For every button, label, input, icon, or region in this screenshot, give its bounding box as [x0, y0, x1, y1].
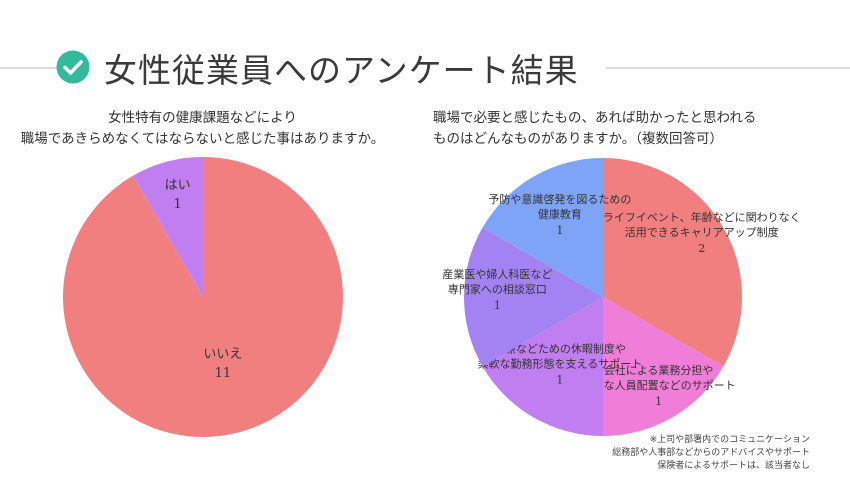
slice-label: いいえ 11	[203, 347, 242, 381]
slice-value-label: 1	[494, 299, 501, 312]
pie-slice	[603, 297, 724, 436]
slice-category-label: 産業医や婦人科医など	[442, 267, 552, 281]
slice-value-label: 2	[698, 242, 705, 255]
slice-category-label: いいえ	[203, 347, 242, 362]
slice-category-label: はい	[165, 178, 191, 193]
pie-slice	[482, 157, 603, 297]
slice-category-label: 治療などための休暇制度や	[494, 342, 626, 356]
slice-value-label: 1	[556, 224, 563, 237]
slice-category-label: 活用できるキャリアアップ制度	[625, 225, 779, 239]
slice-category-label: 会社による業務分担や	[604, 363, 714, 377]
chart-2-question-line-1: 職場で必要と感じたもの、あれば助かったと思われる	[433, 110, 757, 126]
chart-1-question-line-2: 職場であきらめなくてはならないと感じた事はありますか。	[20, 131, 385, 147]
slice-category-label: 適切な人員配置などのサポート	[582, 378, 736, 392]
check-circle-icon	[56, 50, 90, 84]
slice-category-label: 専門家への相談窓口	[448, 282, 547, 296]
slice-category-label: ライフイベント、年齢などに関わりなく	[603, 210, 801, 224]
chart-2-footnote: ※上司や部署内でのコミュニケーション 総務部や人事部などからのアドバイスやサポー…	[610, 434, 810, 473]
slice-value-label: 1	[173, 197, 181, 212]
slice-value-label: 1	[556, 374, 563, 387]
pie-slice	[133, 157, 203, 297]
header-rule-right	[606, 67, 850, 69]
chart-2-question-line-2: ものはどんなものがありますか。（複数回答可）	[433, 131, 723, 147]
chart-2-question: 職場で必要と感じたもの、あれば助かったと思われる ものはどんなものがありますか。…	[433, 108, 756, 150]
pie-slice	[482, 297, 603, 436]
slice-value-label: 1	[655, 395, 662, 408]
slice-category-label: 柔軟な勤務形態を支えるサポート	[478, 357, 643, 371]
pie-slice	[63, 157, 344, 438]
page-title: 女性従業員へのアンケート結果	[104, 51, 579, 90]
header-rule-left	[0, 67, 58, 69]
footnote-line-2: 総務部や人事部などからのアドバイスやサポート	[612, 448, 810, 458]
slice-category-label: 健康教育	[538, 207, 582, 221]
footnote-line-1: ※上司や部署内でのコミュニケーション	[649, 435, 810, 445]
slice-value-label: 11	[215, 366, 232, 381]
slice-category-label: 予防や意識啓発を図るための	[488, 192, 631, 206]
pie-slice	[463, 227, 603, 367]
slice-label: はい 1	[165, 178, 191, 212]
pie-slice	[603, 157, 743, 367]
chart-1-question-line-1: 女性特有の健康課題などにより	[108, 110, 297, 126]
chart-1-question: 女性特有の健康課題などにより 職場であきらめなくてはならないと感じた事はあります…	[0, 108, 405, 150]
footnote-line-3: 保険者によるサポートは、該当者なし	[657, 461, 810, 471]
pie-chart-1: いいえ 11 はい 1	[63, 157, 344, 438]
